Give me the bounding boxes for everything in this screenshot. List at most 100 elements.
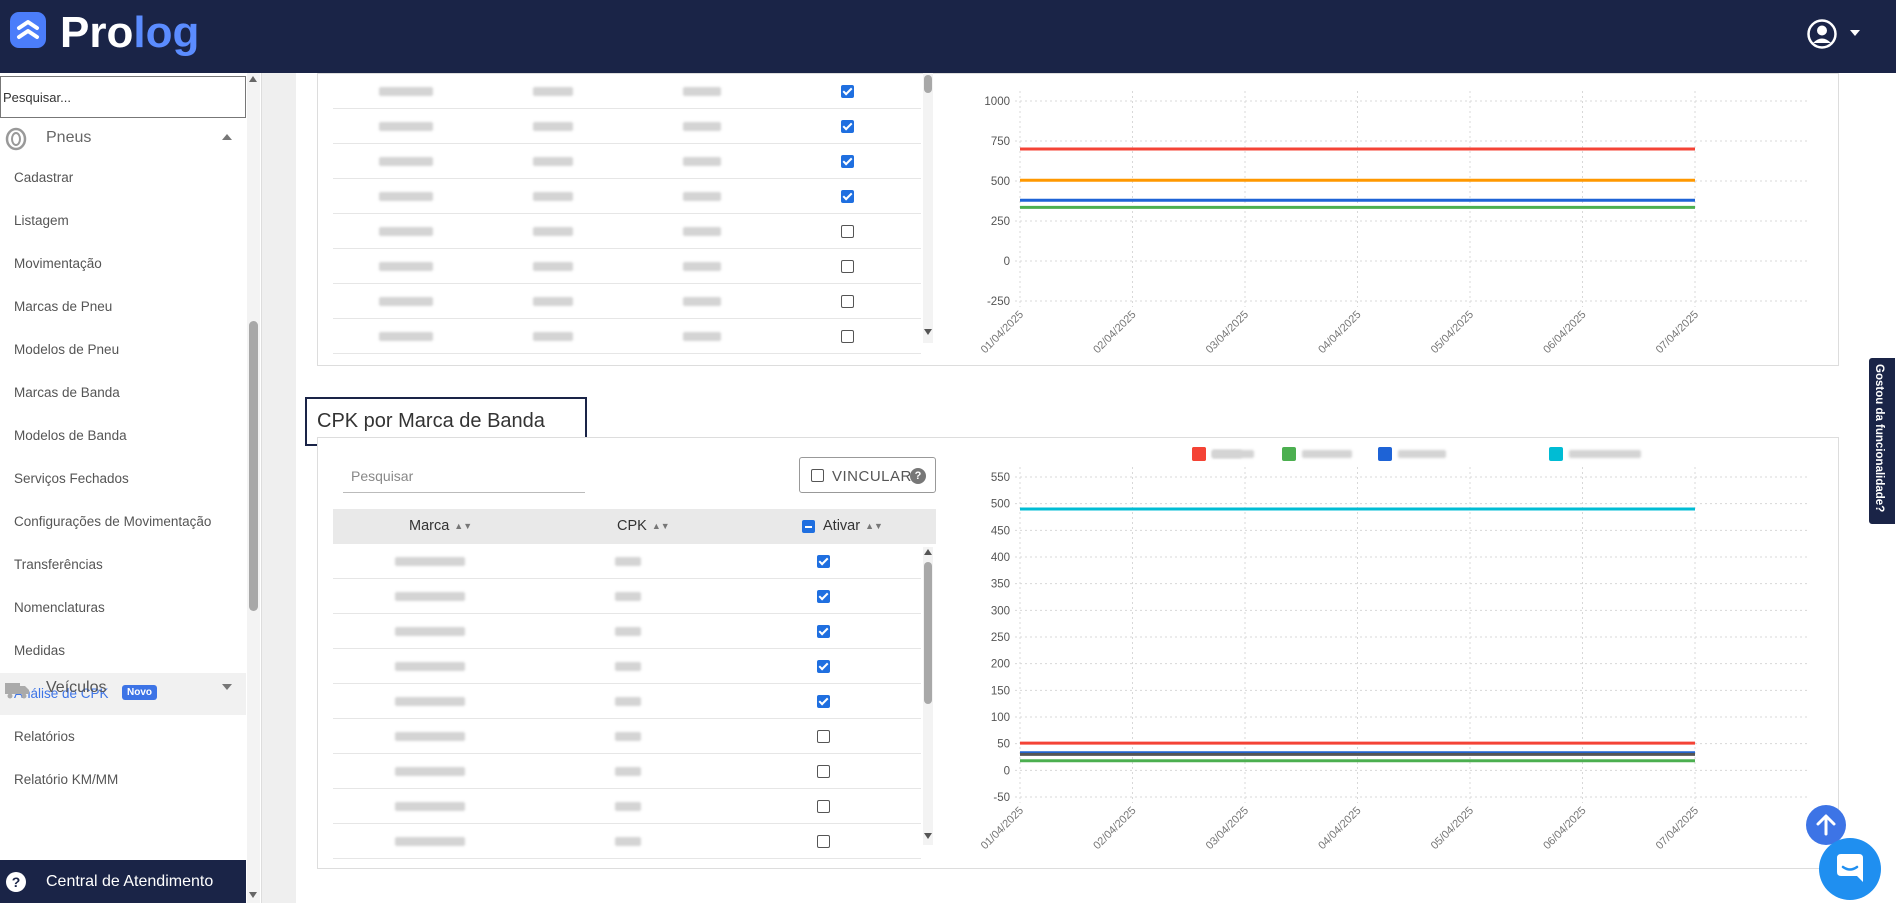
y-tick-label: 450 xyxy=(991,525,1010,537)
y-tick-label: 200 xyxy=(991,659,1010,671)
row-active-checkbox[interactable] xyxy=(817,660,830,673)
redacted-cell xyxy=(395,662,465,671)
legend-swatch xyxy=(1282,447,1296,461)
scroll-down-icon[interactable] xyxy=(923,832,933,840)
sidebar-item-label: Listagem xyxy=(14,213,69,228)
row-active-checkbox[interactable] xyxy=(841,295,854,308)
help-icon[interactable]: ? xyxy=(910,468,926,484)
row-active-checkbox[interactable] xyxy=(841,225,854,238)
help-center-label: Central de Atendimento xyxy=(46,873,214,890)
redacted-cell xyxy=(395,557,465,566)
y-tick-label: 1000 xyxy=(984,96,1010,108)
table-row xyxy=(333,719,921,754)
sidebar-item[interactable]: Nomenclaturas xyxy=(0,587,246,629)
row-active-checkbox[interactable] xyxy=(841,190,854,203)
x-tick-label: 02/04/2025 xyxy=(1091,805,1138,852)
help-center-button[interactable]: ? Central de Atendimento xyxy=(0,860,246,903)
table-row xyxy=(333,74,921,109)
x-tick-label: 06/04/2025 xyxy=(1541,805,1588,852)
x-tick-label: 04/04/2025 xyxy=(1316,309,1363,356)
y-tick-label: 500 xyxy=(991,499,1010,511)
y-tick-label: 350 xyxy=(991,579,1010,591)
row-active-checkbox[interactable] xyxy=(817,555,830,568)
top-table-scrollbar[interactable] xyxy=(923,73,933,343)
chat-button[interactable] xyxy=(1819,838,1881,900)
row-active-checkbox[interactable] xyxy=(841,120,854,133)
table-row xyxy=(333,249,921,284)
sidebar-search-input[interactable] xyxy=(0,76,246,118)
x-tick-label: 06/04/2025 xyxy=(1541,309,1588,356)
scroll-up-icon[interactable] xyxy=(923,548,933,556)
sort-icon: ▲▼ xyxy=(651,521,670,531)
sidebar-section-pneus[interactable]: Pneus xyxy=(0,119,246,157)
sidebar-item[interactable]: Marcas de Pneu xyxy=(0,286,246,328)
banda-search-input[interactable] xyxy=(343,459,585,493)
sidebar-item[interactable]: Modelos de Pneu xyxy=(0,329,246,371)
row-active-checkbox[interactable] xyxy=(841,85,854,98)
scroll-down-icon[interactable] xyxy=(923,328,933,336)
row-active-checkbox[interactable] xyxy=(817,625,830,638)
scroll-down-icon[interactable] xyxy=(248,891,258,899)
sidebar-item[interactable]: Listagem xyxy=(0,200,246,242)
sidebar-item[interactable]: Movimentação xyxy=(0,243,246,285)
sidebar-section-veiculos[interactable]: Veículos xyxy=(0,669,246,707)
legend-label-redacted xyxy=(1569,450,1641,458)
select-all-checkbox[interactable] xyxy=(802,520,815,533)
column-header-cpk[interactable]: CPK ▲▼ xyxy=(617,518,670,534)
sidebar-item[interactable]: Transferências xyxy=(0,544,246,586)
y-tick-label: -50 xyxy=(993,792,1010,804)
vincular-button[interactable]: VINCULAR ? xyxy=(799,457,936,493)
redacted-cell xyxy=(533,227,573,236)
column-header-ativar[interactable]: Ativar ▲▼ xyxy=(823,518,883,534)
redacted-cell xyxy=(683,332,721,341)
row-active-checkbox[interactable] xyxy=(817,590,830,603)
user-menu[interactable] xyxy=(1806,18,1862,50)
table-row xyxy=(333,579,921,614)
sidebar-item[interactable]: Medidas xyxy=(0,630,246,672)
help-icon: ? xyxy=(6,872,26,892)
y-tick-label: 100 xyxy=(991,712,1010,724)
redacted-cell xyxy=(683,157,721,166)
row-active-checkbox[interactable] xyxy=(841,260,854,273)
logo-wordmark[interactable]: Prolog xyxy=(60,8,200,57)
banda-table-header: Marca ▲▼ CPK ▲▼ Ativar ▲▼ xyxy=(333,509,936,544)
sidebar-item[interactable]: Configurações de Movimentação xyxy=(0,501,246,543)
redacted-cell xyxy=(379,227,433,236)
sidebar-item-label: Serviços Fechados xyxy=(14,471,129,486)
sidebar-item[interactable]: Análise de CPK Novo xyxy=(0,673,246,715)
column-header-marca[interactable]: Marca ▲▼ xyxy=(409,518,473,534)
row-active-checkbox[interactable] xyxy=(817,800,830,813)
table-row xyxy=(333,179,921,214)
row-active-checkbox[interactable] xyxy=(841,155,854,168)
vincular-checkbox[interactable] xyxy=(811,469,824,482)
top-table-scrollbar-thumb[interactable] xyxy=(924,75,932,93)
sidebar-section-label: Veículos xyxy=(46,679,107,696)
banda-table-scrollbar-thumb[interactable] xyxy=(924,562,932,704)
scroll-to-top-button[interactable] xyxy=(1806,805,1846,845)
cpk-card-top xyxy=(317,73,1839,366)
sidebar-item[interactable]: Marcas de Banda xyxy=(0,372,246,414)
sidebar-item-label: Cadastrar xyxy=(14,170,74,185)
sidebar-item-label: Relatórios xyxy=(14,729,75,744)
sidebar-item[interactable]: Serviços Fechados xyxy=(0,458,246,500)
sidebar-item[interactable]: Modelos de Banda xyxy=(0,415,246,457)
sidebar-item[interactable]: Relatório KM/MM xyxy=(0,759,246,801)
legend-label-redacted xyxy=(1302,450,1352,458)
feedback-tab[interactable]: Gostou da funcionalidade? xyxy=(1868,357,1896,525)
sidebar-item[interactable]: Cadastrar xyxy=(0,157,246,199)
sidebar-item[interactable]: Relatórios xyxy=(0,716,246,758)
row-active-checkbox[interactable] xyxy=(817,765,830,778)
row-active-checkbox[interactable] xyxy=(817,730,830,743)
table-row xyxy=(333,649,921,684)
row-active-checkbox[interactable] xyxy=(817,835,830,848)
redacted-cell xyxy=(395,767,465,776)
sidebar-scrollbar-thumb[interactable] xyxy=(249,321,258,611)
x-tick-label: 05/04/2025 xyxy=(1429,309,1476,356)
redacted-cell xyxy=(395,697,465,706)
redacted-cell xyxy=(615,802,641,811)
row-active-checkbox[interactable] xyxy=(841,330,854,343)
scroll-up-icon[interactable] xyxy=(248,75,258,83)
y-tick-label: 50 xyxy=(997,739,1010,751)
row-active-checkbox[interactable] xyxy=(817,695,830,708)
redacted-cell xyxy=(683,122,721,131)
